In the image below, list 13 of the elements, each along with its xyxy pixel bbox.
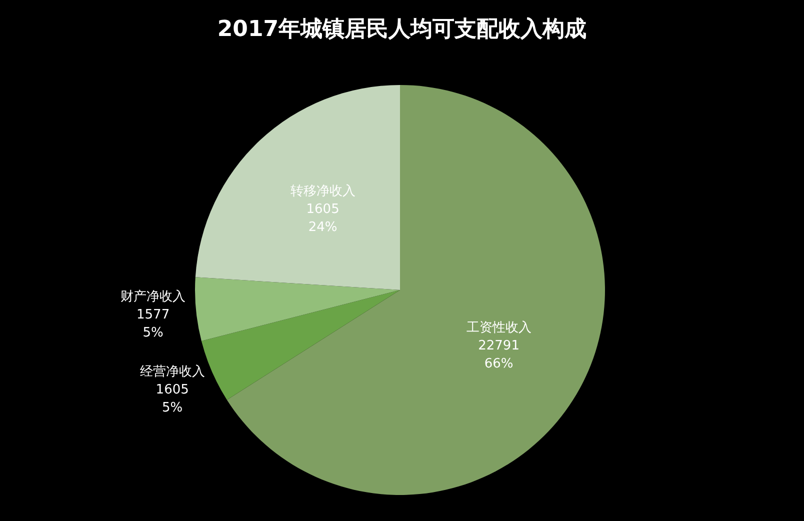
slice-label: 经营净收入	[140, 364, 205, 380]
data-label: 24%	[308, 220, 338, 235]
text: 1605	[306, 202, 340, 217]
text: 22791	[478, 338, 520, 354]
data-label: 5%	[142, 325, 164, 340]
text: 1577	[136, 307, 170, 322]
text: 1605	[156, 382, 189, 398]
slice-label: 工资性收入	[466, 320, 532, 336]
slice-label: 转移净收入	[290, 184, 356, 199]
chart-title: 2017年城镇居民人均可支配收入构成	[217, 17, 587, 42]
data-label: 66%	[484, 356, 514, 372]
slice-label: 财产净收入	[120, 289, 186, 304]
data-label: 5%	[162, 400, 183, 416]
